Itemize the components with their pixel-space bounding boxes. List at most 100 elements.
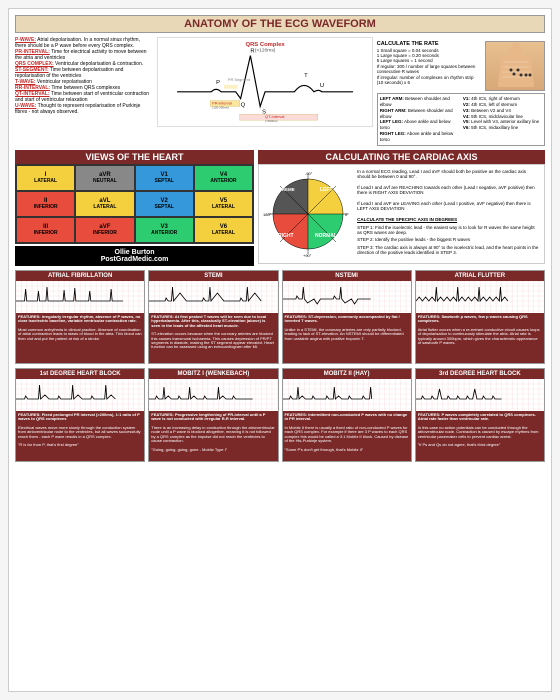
rhythm-text: FEATURES: Sawtooth p waves, few p waves … xyxy=(416,313,544,363)
rhythm-cell: ATRIAL FLUTTER FEATURES: Sawtooth p wave… xyxy=(415,270,545,364)
definition: ST-SEGMENT: Time between depolarisation … xyxy=(15,67,153,79)
leads-box: LEFT ARM: Between shoulder and elbowRIGH… xyxy=(377,93,545,146)
ecg-diagram: QRS Complex (<120ms) P Q R S T U PR Segm… xyxy=(157,37,373,127)
rate-title: CALCULATE THE RATE xyxy=(377,41,481,48)
rhythm-text: FEATURES: Irregularly irregular rhythm, … xyxy=(16,313,144,363)
views-cell: aVLLATERAL xyxy=(76,192,133,216)
credit-name: Ollie Burton xyxy=(18,249,251,256)
views-cell: V2SEPTAL xyxy=(136,192,193,216)
rhythm-title: STEMI xyxy=(149,271,277,281)
svg-text:NORMAL: NORMAL xyxy=(315,233,337,239)
qrs-label: QRS Complex xyxy=(245,42,285,48)
axis-step: STEP 3: The cardiac axis is always at 90… xyxy=(357,245,540,256)
limb-lead: RIGHT ARM: Between shoulder and elbow xyxy=(380,108,459,120)
rate-box: CALCULATE THE RATE 1 Small square = 0.04… xyxy=(377,41,481,91)
limb-lead: RIGHT LEG: Above ankle and below torso xyxy=(380,131,459,143)
svg-text:0°: 0° xyxy=(345,212,349,217)
rhythm-wave xyxy=(149,281,277,313)
views-cell: V4ANTERIOR xyxy=(195,166,252,190)
credit-site: PostGradMedic.com xyxy=(18,256,251,263)
rate-line: If regular: 300 / number of large square… xyxy=(377,64,481,75)
rhythm-cell: ATRIAL FIBRILLATION FEATURES: Irregularl… xyxy=(15,270,145,364)
views-cell: aVRNEUTRAL xyxy=(76,166,133,190)
views-grid: ILATERALaVRNEUTRALV1SEPTALV4ANTERIOR IIIN… xyxy=(15,164,254,244)
svg-text:RIGHT: RIGHT xyxy=(278,233,294,239)
svg-text:LEFT: LEFT xyxy=(320,187,333,193)
svg-text:PR Segment: PR Segment xyxy=(228,77,251,82)
svg-text:(<120ms): (<120ms) xyxy=(254,48,275,54)
svg-text:180°: 180° xyxy=(263,212,272,217)
rhythm-cell: 1st DEGREE HEART BLOCK FEATURES: Fixed p… xyxy=(15,368,145,462)
right-col: CALCULATE THE RATE 1 Small square = 0.04… xyxy=(377,37,545,146)
svg-text:P: P xyxy=(216,80,220,86)
views-cell: V1SEPTAL xyxy=(136,166,193,190)
svg-text:EXTREME: EXTREME xyxy=(273,187,295,192)
rhythm-text: FEATURES: Progressive lengthening of PR-… xyxy=(149,411,277,461)
views-cell: V5LATERAL xyxy=(195,192,252,216)
rhythm-title: 3rd DEGREE HEART BLOCK xyxy=(416,369,544,379)
rhythm-wave xyxy=(16,379,144,411)
views-cell: IIINFERIOR xyxy=(17,192,74,216)
views-cell: V6LATERAL xyxy=(195,218,252,242)
top-row: P-WAVE: Atrial depolarisation. In a norm… xyxy=(15,37,545,146)
rhythm-cell: MOBITZ II (HAY) FEATURES: Intermittent n… xyxy=(282,368,412,462)
rhythm-title: ATRIAL FLUTTER xyxy=(416,271,544,281)
axis-calc-title: CALCULATE THE SPECIFIC AXIS IN DEGREES xyxy=(357,217,540,222)
views-title: VIEWS OF THE HEART xyxy=(15,150,254,164)
svg-text:-90°: -90° xyxy=(305,171,313,176)
rhythm-grid-2: 1st DEGREE HEART BLOCK FEATURES: Fixed p… xyxy=(15,368,545,462)
rhythm-wave xyxy=(283,281,411,313)
rhythm-cell: MOBITZ I (WENKEBACH) FEATURES: Progressi… xyxy=(148,368,278,462)
svg-text:(120-200ms): (120-200ms) xyxy=(212,105,229,109)
rhythm-wave xyxy=(416,379,544,411)
main-title: ANATOMY OF THE ECG WAVEFORM xyxy=(15,15,545,33)
rhythm-text: FEATURES: Fixed prolonged PR interval (>… xyxy=(16,411,144,461)
rhythm-text: FEATURES: ST-depression, commonly accomp… xyxy=(283,313,411,363)
axis-step: STEP 1: Find the isoelectric lead - the … xyxy=(357,225,540,236)
svg-text:U: U xyxy=(319,83,323,89)
rhythm-text: FEATURES: P waves completely unrelated t… xyxy=(416,411,544,461)
axis-wheel: LEFT EXTREME NORMAL RIGHT 0° -90° +90° 180° xyxy=(263,169,353,259)
rhythm-cell: NSTEMI FEATURES: ST-depression, commonly… xyxy=(282,270,412,364)
svg-text:+90°: +90° xyxy=(303,253,312,258)
rhythm-title: ATRIAL FIBRILLATION xyxy=(16,271,144,281)
rhythm-wave xyxy=(283,379,411,411)
views-section: VIEWS OF THE HEART ILATERALaVRNEUTRALV1S… xyxy=(15,150,254,266)
rhythm-cell: 3rd DEGREE HEART BLOCK FEATURES: P waves… xyxy=(415,368,545,462)
axis-reach: If Lead I and aVf are REACHING towards e… xyxy=(357,185,540,196)
views-cell: aVFINFERIOR xyxy=(76,218,133,242)
poster: ANATOMY OF THE ECG WAVEFORM P-WAVE: Atri… xyxy=(8,8,552,692)
mid-row: VIEWS OF THE HEART ILATERALaVRNEUTRALV1S… xyxy=(15,150,545,266)
rhythm-title: NSTEMI xyxy=(283,271,411,281)
limb-lead: LEFT LEG: Above ankle and below torso xyxy=(380,119,459,131)
views-cell: ILATERAL xyxy=(17,166,74,190)
definition: P-WAVE: Atrial depolarisation. In a norm… xyxy=(15,37,153,49)
definition: PR-INTERVAL: Time for electrical activit… xyxy=(15,49,153,61)
svg-text:(<400ms): (<400ms) xyxy=(265,119,277,123)
body-diagram xyxy=(485,41,545,91)
axis-text: In a normal ECG reading, Lead I and aVF … xyxy=(357,169,540,259)
axis-section: CALCULATING THE CARDIAC AXIS LEFT xyxy=(258,150,545,266)
rhythm-title: 1st DEGREE HEART BLOCK xyxy=(16,369,144,379)
rate-line: If irregular: number of complexes on rhy… xyxy=(377,75,481,86)
definitions-col: P-WAVE: Atrial depolarisation. In a norm… xyxy=(15,37,153,146)
views-cell: IIIINFERIOR xyxy=(17,218,74,242)
axis-leave: If Lead I and aVF are LEAVING each other… xyxy=(357,201,540,212)
credit: Ollie Burton PostGradMedic.com xyxy=(15,246,254,266)
limb-lead: LEFT ARM: Between shoulder and elbow xyxy=(380,96,459,108)
axis-intro: In a normal ECG reading, Lead I and aVF … xyxy=(357,169,540,180)
svg-text:R: R xyxy=(250,49,254,55)
rhythm-wave xyxy=(149,379,277,411)
definition: U-WAVE: Thought to represent repolarisat… xyxy=(15,103,153,115)
rhythm-wave xyxy=(416,281,544,313)
axis-title: CALCULATING THE CARDIAC AXIS xyxy=(258,150,545,164)
definition: QT-INTERVAL: Time between start of ventr… xyxy=(15,91,153,103)
svg-text:Q: Q xyxy=(240,102,245,108)
views-cell: V3ANTERIOR xyxy=(136,218,193,242)
rhythm-title: MOBITZ II (HAY) xyxy=(283,369,411,379)
rhythm-text: FEATURES: At first peaked T waves will b… xyxy=(149,313,277,363)
rhythm-title: MOBITZ I (WENKEBACH) xyxy=(149,369,277,379)
rhythm-text: FEATURES: Intermittent non-conducted P w… xyxy=(283,411,411,461)
axis-step: STEP 2: Identify the positive leads - th… xyxy=(357,237,540,242)
rhythm-wave xyxy=(16,281,144,313)
